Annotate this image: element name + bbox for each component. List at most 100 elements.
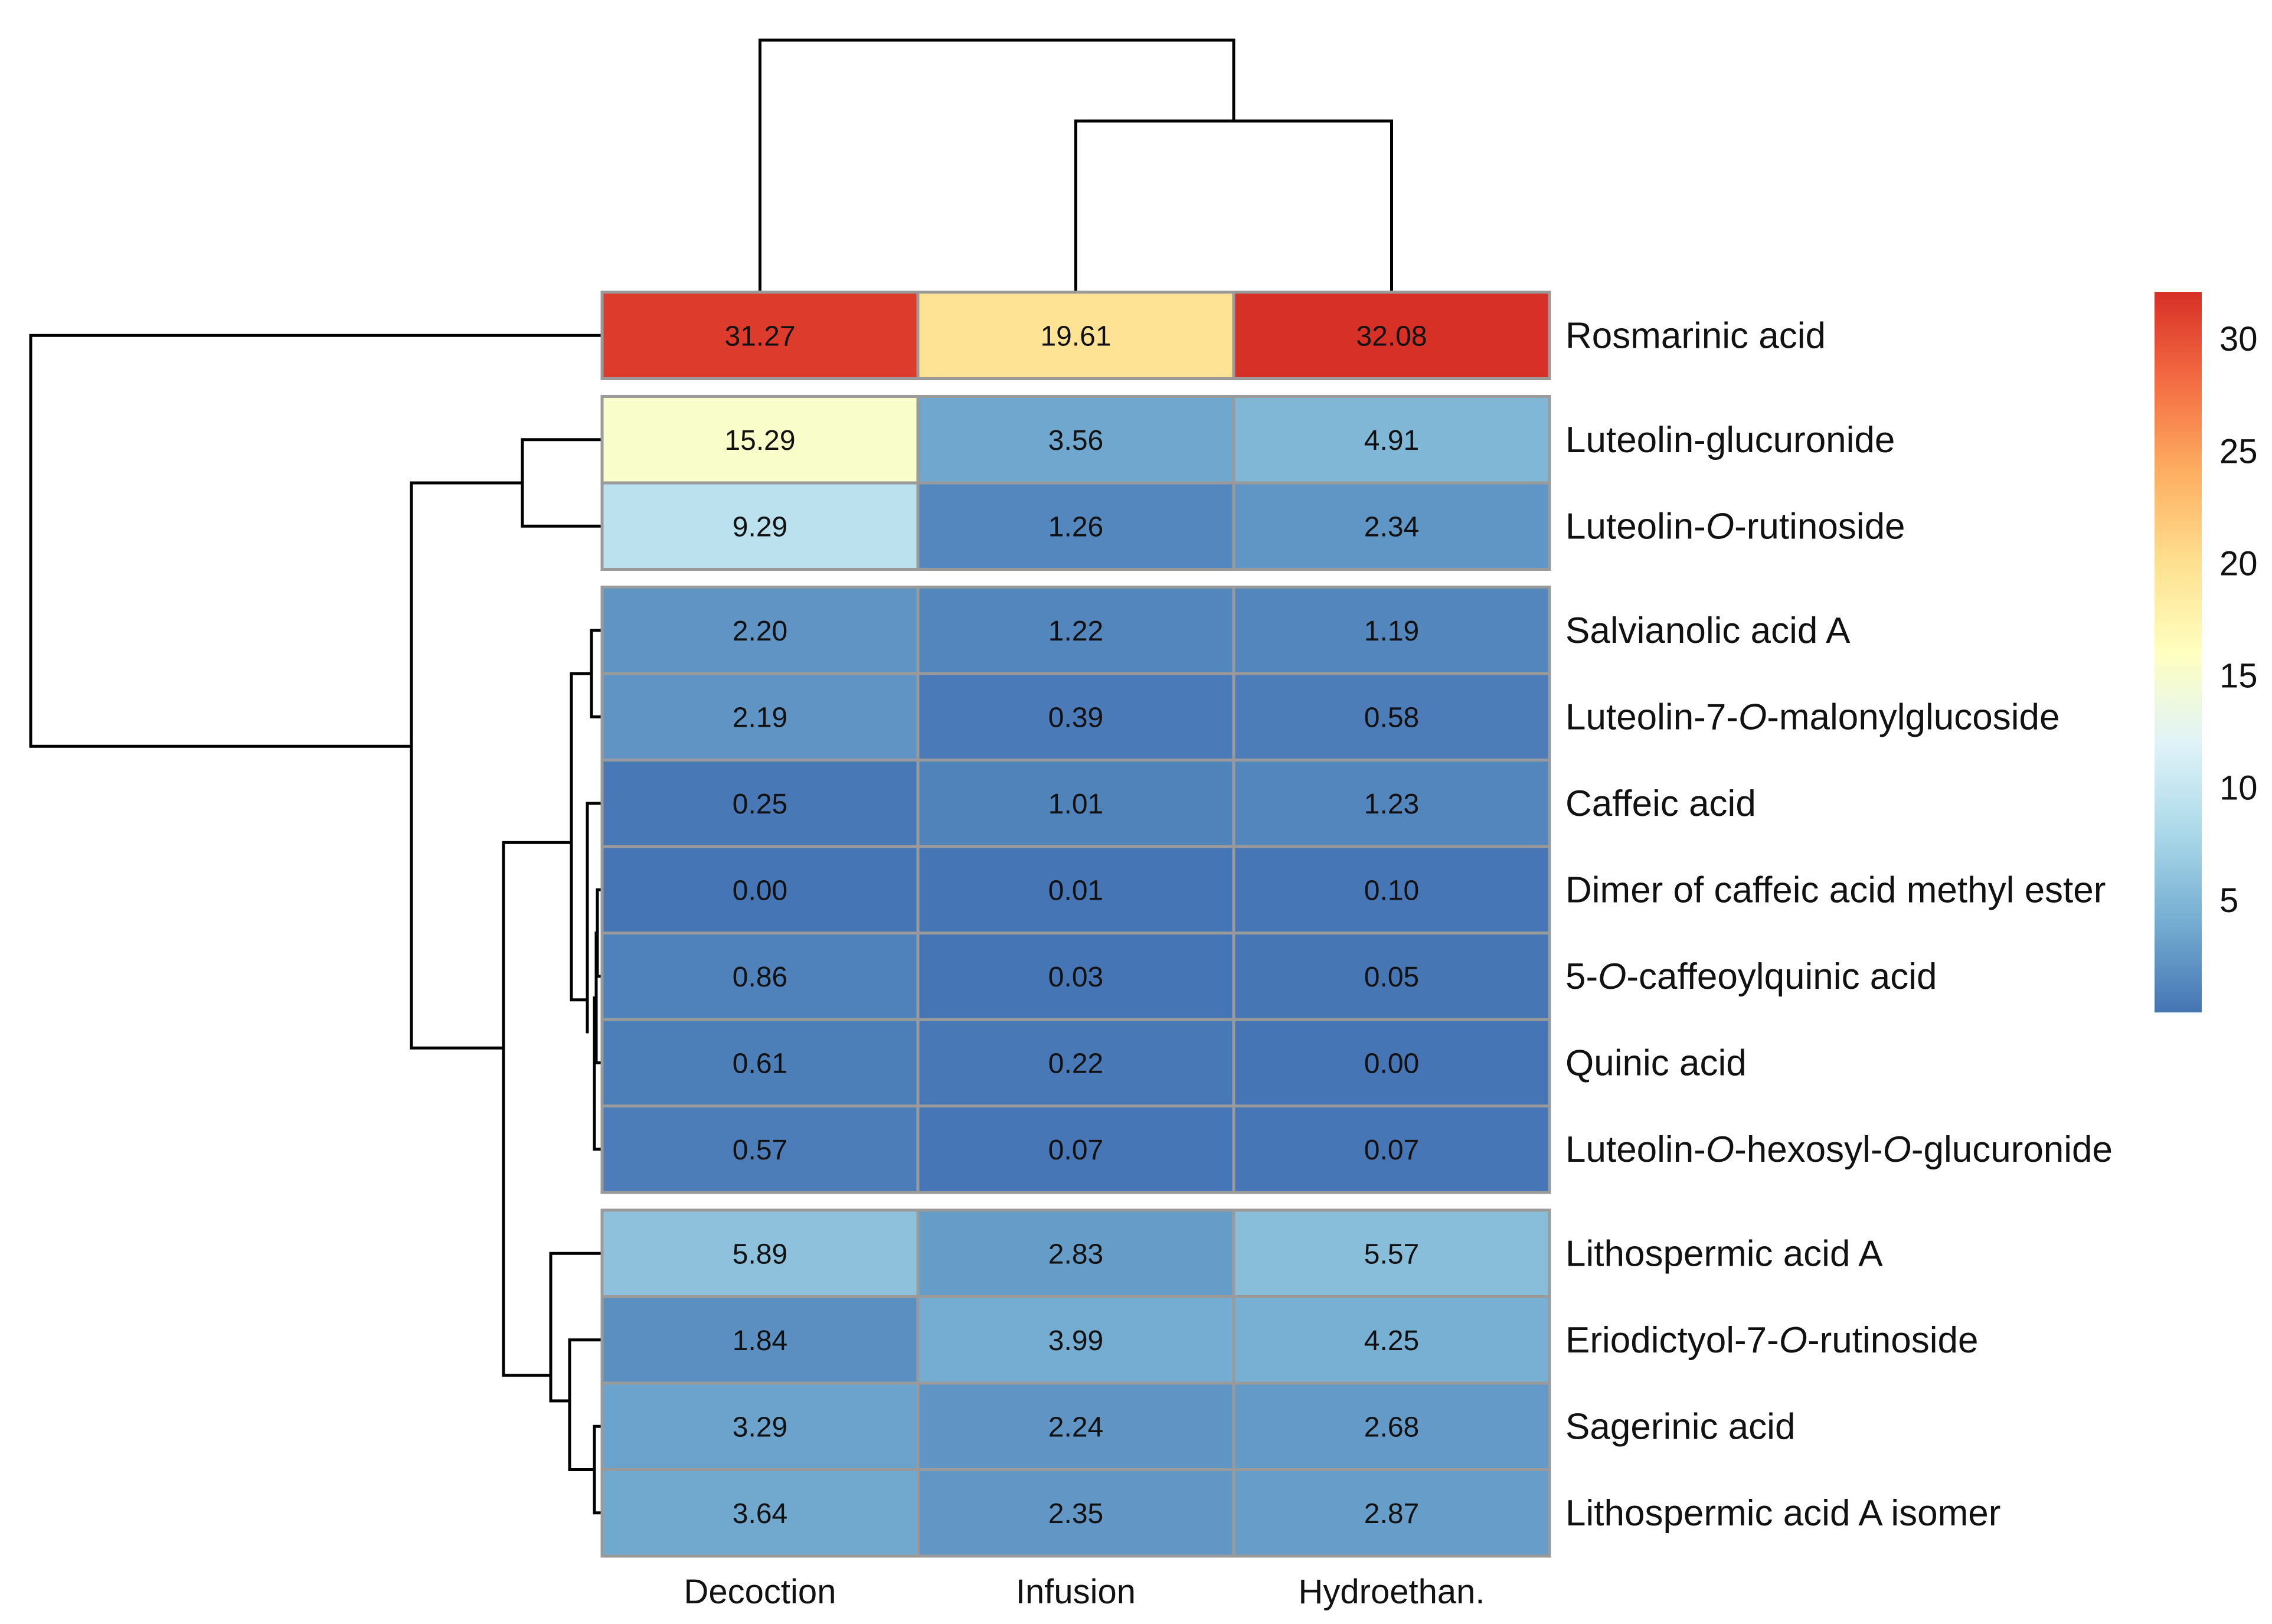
cell-value-label: 1.23 [1364, 789, 1419, 820]
cell-value-label: 3.56 [1048, 425, 1103, 456]
cell-value-label: 0.05 [1364, 962, 1419, 993]
cell-value-label: 4.91 [1364, 425, 1419, 456]
column-label: Decoction [684, 1573, 836, 1611]
row-dendrogram-branch [568, 1338, 601, 1471]
cell-value-label: 1.19 [1364, 616, 1419, 647]
cell-value-label: 3.64 [733, 1498, 787, 1530]
cell-value-label: 0.01 [1048, 875, 1103, 906]
cell-value-label: 2.34 [1364, 511, 1419, 543]
cell-value-label: 0.07 [1364, 1135, 1419, 1166]
row-label: Lithospermic acid A isomer [1565, 1493, 2000, 1534]
row-label: Lithospermic acid A [1565, 1233, 1883, 1274]
row-group-border [600, 395, 1551, 571]
colorbar-tick-label: 5 [2219, 881, 2238, 920]
cell-value-label: 2.87 [1364, 1498, 1419, 1530]
cell-value-label: 15.29 [724, 425, 795, 456]
cell-value-label: 3.29 [733, 1411, 787, 1443]
row-label: Luteolin-O-rutinoside [1565, 506, 1905, 547]
cell-value-label: 1.84 [733, 1325, 787, 1357]
cell-value-label: 2.24 [1048, 1411, 1103, 1443]
row-group-borders [600, 290, 1551, 1558]
row-group-border [600, 290, 1551, 380]
row-label: Dimer of caffeic acid methyl ester [1565, 870, 2106, 910]
heatmap-cell [1232, 1468, 1551, 1558]
cell-value-label: 0.58 [1364, 702, 1419, 733]
cell-value-label: 0.03 [1048, 962, 1103, 993]
row-group-border [600, 586, 1551, 1194]
cell-value-label: 2.68 [1364, 1411, 1419, 1443]
heatmap-cell [1232, 672, 1551, 762]
cell-value-label: 5.57 [1364, 1239, 1419, 1270]
heatmap-cell [916, 1018, 1235, 1107]
row-group-border [600, 1208, 1551, 1558]
heatmap-cell [600, 759, 920, 848]
column-dendrogram [759, 38, 1393, 291]
cell-value-label: 0.00 [1364, 1048, 1419, 1079]
cell-value-label: 4.25 [1364, 1325, 1419, 1357]
cell-value-label: 31.27 [724, 321, 795, 352]
cell-value-label: 2.20 [733, 616, 787, 647]
heatmap-cell [1232, 1295, 1551, 1385]
cell-value-label: 5.89 [733, 1239, 787, 1270]
cell-value-label: 9.29 [733, 511, 787, 543]
row-label: Quinic acid [1565, 1043, 1747, 1083]
row-label: Luteolin-O-hexosyl-O-glucuronide [1565, 1129, 2113, 1170]
row-dendrogram-branch [549, 1252, 601, 1403]
cell-value-label: 32.08 [1356, 321, 1427, 352]
row-label: Rosmarinic acid [1565, 315, 1826, 356]
colorbar-tick-label: 10 [2219, 769, 2258, 808]
colorbar-tick-label: 30 [2219, 320, 2258, 358]
row-label: Eriodictyol-7-O-rutinoside [1565, 1320, 1979, 1361]
cell-value-label: 0.00 [733, 875, 787, 906]
heatmap-cell [916, 1381, 1235, 1471]
cell-value-label: 0.61 [733, 1048, 787, 1079]
colorbar-tick-label: 15 [2219, 657, 2258, 695]
heatmap-cell [600, 1018, 920, 1107]
color-legend: 5 10 15 20 25 30 [2155, 292, 2258, 1012]
cell-value-label: 0.39 [1048, 702, 1103, 733]
row-dendrogram-branch [410, 481, 522, 1050]
column-label: Infusion [1016, 1573, 1136, 1611]
column-dendrogram-branch [759, 38, 1235, 291]
heatmap-cell [1232, 932, 1551, 1021]
cell-value-label: 19.61 [1040, 321, 1111, 352]
row-label: 5-O-caffeoylquinic acid [1565, 956, 1937, 997]
heatmap-cell [1232, 395, 1551, 485]
heatmap-cell [600, 845, 920, 934]
colorbar-tick-label: 20 [2219, 544, 2258, 583]
cell-value-label: 0.10 [1364, 875, 1419, 906]
cell-value-label: 2.19 [733, 702, 787, 733]
colorbar-tick-label: 25 [2219, 432, 2258, 470]
heatmap-cell [916, 1295, 1235, 1385]
cell-value-label: 1.01 [1048, 789, 1103, 820]
heatmap-cell [916, 759, 1235, 848]
row-dendrogram-branch [586, 802, 601, 1034]
heatmap-cell [916, 1208, 1235, 1298]
row-labels: Rosmarinic acid Luteolin-glucuronide Luteo… [1565, 315, 2113, 1534]
row-label: Luteolin-glucuronide [1565, 420, 1895, 460]
row-label: Sagerinic acid [1565, 1406, 1795, 1447]
row-dendrogram-branch [502, 841, 571, 1377]
cell-value-label: 0.57 [733, 1135, 787, 1166]
heatmap-cell [1232, 1381, 1551, 1471]
row-dendrogram-branch [570, 672, 591, 1002]
column-label: Hydroethan. [1299, 1573, 1485, 1611]
heatmap-cell [916, 932, 1235, 1021]
cell-value-label: 2.83 [1048, 1239, 1103, 1270]
row-label: Luteolin-7-O-malonylglucoside [1565, 697, 2059, 737]
cell-value-label: 1.22 [1048, 616, 1103, 647]
heatmap-cell [916, 481, 1235, 571]
row-dendrogram-branch [29, 334, 601, 748]
row-label: Salvianolic acid A [1565, 610, 1851, 651]
heatmap-cell [600, 1208, 920, 1298]
heatmap-cell [600, 395, 920, 485]
cell-value-label: 0.22 [1048, 1048, 1103, 1079]
column-labels: Decoction Infusion Hydroethan. [684, 1573, 1485, 1611]
colorbar-gradient [2155, 292, 2202, 1012]
cell-value-label: 1.26 [1048, 511, 1103, 543]
heatmap-cell [1232, 586, 1551, 675]
cell-value-label: 0.07 [1048, 1135, 1103, 1166]
heatmap-cell [600, 672, 920, 762]
cell-value-label: 0.86 [733, 962, 787, 993]
cell-value-label: 3.99 [1048, 1325, 1103, 1357]
